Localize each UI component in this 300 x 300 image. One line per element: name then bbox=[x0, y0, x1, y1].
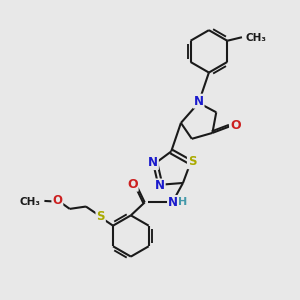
Text: S: S bbox=[96, 210, 105, 223]
Text: O: O bbox=[127, 178, 138, 191]
Text: S: S bbox=[188, 155, 197, 168]
Text: CH₃: CH₃ bbox=[246, 33, 267, 43]
Text: CH₃: CH₃ bbox=[20, 196, 40, 206]
Text: H: H bbox=[178, 197, 187, 207]
Text: N: N bbox=[168, 196, 178, 209]
Text: O: O bbox=[52, 194, 62, 207]
Text: O: O bbox=[230, 119, 241, 132]
Text: N: N bbox=[155, 179, 165, 192]
Text: N: N bbox=[194, 94, 204, 108]
Text: N: N bbox=[148, 156, 158, 169]
